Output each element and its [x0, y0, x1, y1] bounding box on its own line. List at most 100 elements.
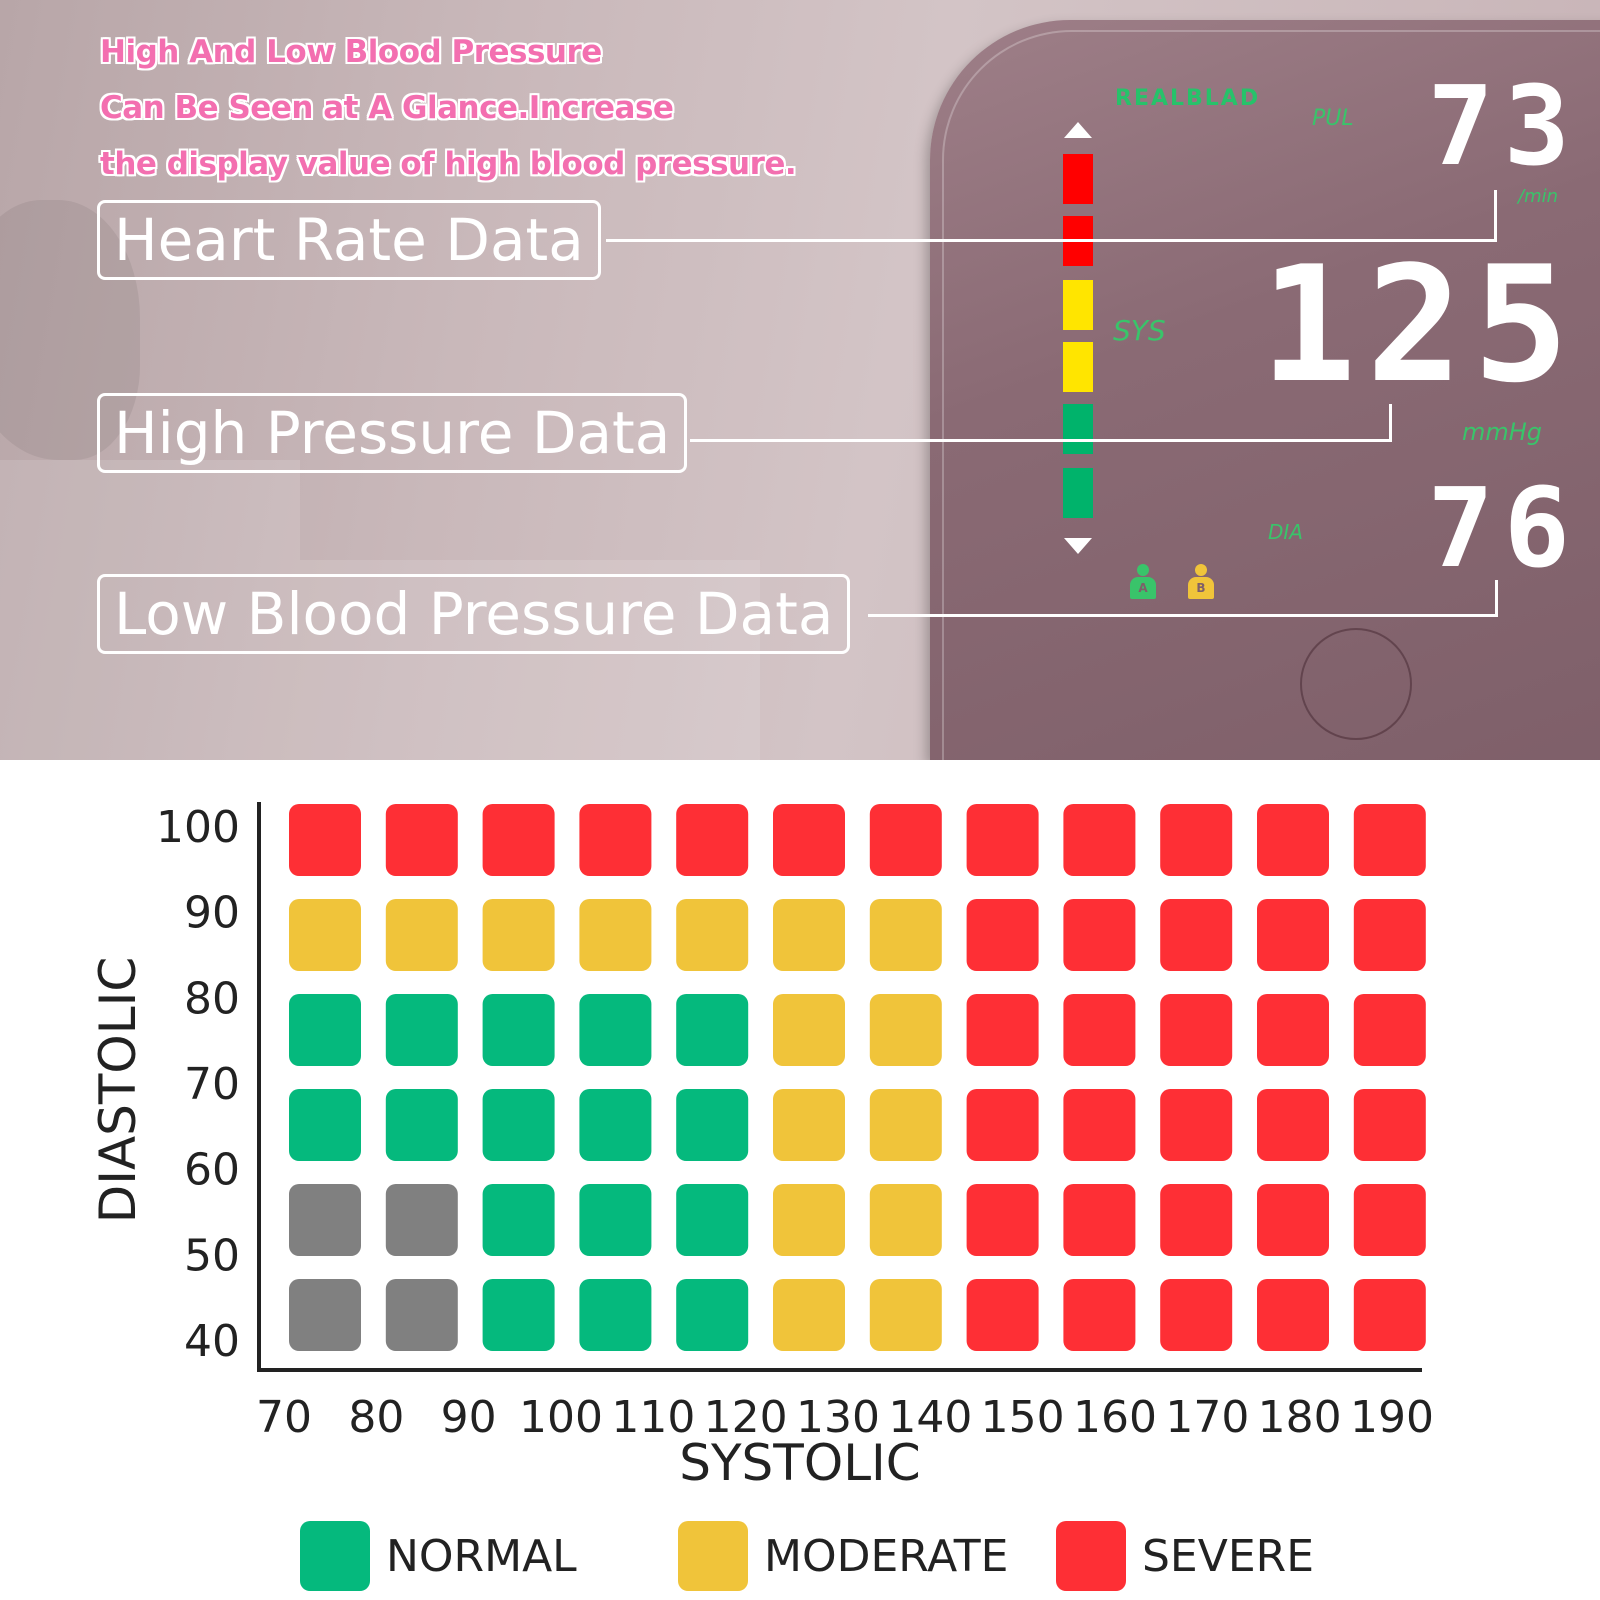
legend-swatch-normal: [300, 1521, 370, 1591]
heatmap-cell-normal: [482, 1089, 555, 1161]
pul-label: PUL: [1312, 106, 1354, 131]
x-tick-label: 160: [1073, 1392, 1157, 1443]
heatmap-cell-severe: [482, 804, 555, 876]
high-pressure-leader-line-vertical: [1389, 404, 1392, 442]
low-pressure-leader-line-vertical: [1495, 580, 1498, 617]
legend-label-severe: SEVERE: [1142, 1531, 1314, 1582]
indicator-segment: [1063, 280, 1093, 330]
heatmap-cell-moderate: [773, 1089, 845, 1161]
x-tick-label: 70: [256, 1392, 312, 1443]
user-b-label: B: [1188, 577, 1214, 599]
x-tick-label: 120: [704, 1392, 788, 1443]
chart-cells: [289, 804, 1426, 1351]
heatmap-cell-moderate: [869, 1089, 942, 1161]
x-tick-label: 110: [611, 1392, 695, 1443]
power-button[interactable]: [1300, 628, 1412, 740]
heatmap-cell-severe: [1257, 899, 1329, 971]
y-tick-label: 40: [184, 1316, 240, 1367]
legend-label-moderate: MODERATE: [764, 1531, 1008, 1582]
room-window-decoration: [0, 460, 300, 760]
heatmap-cell-normal: [676, 994, 749, 1066]
dia-label: DIA: [1268, 520, 1303, 544]
heatmap-cell-normal: [385, 994, 458, 1066]
high-pressure-callout: High Pressure Data: [97, 393, 688, 473]
heatmap-cell-severe: [1353, 1089, 1426, 1161]
arrow-up-icon: [1064, 122, 1092, 138]
heatmap-cell-low: [385, 1279, 458, 1351]
arrow-down-icon: [1064, 538, 1092, 554]
heatmap-cell-normal: [385, 1089, 458, 1161]
indicator-segment: [1063, 342, 1093, 392]
heatmap-cell-normal: [579, 1279, 652, 1351]
room-sofa-decoration: [300, 560, 760, 760]
chart-legend: NORMAL MODERATE SEVERE: [300, 1521, 1314, 1591]
heatmap-cell-moderate: [773, 994, 845, 1066]
heatmap-cell-severe: [1160, 994, 1233, 1066]
y-tick-label: 70: [184, 1059, 240, 1110]
y-tick-label: 50: [184, 1230, 240, 1281]
heatmap-cell-normal: [676, 1089, 749, 1161]
heatmap-cell-low: [289, 1184, 361, 1256]
headline-line-3: the display value of high blood pressure…: [100, 146, 797, 182]
heatmap-cell-severe: [1063, 899, 1136, 971]
indicator-segment: [1063, 468, 1093, 518]
x-tick-labels: 70 80 90 100 110 120 130 140 150 160 170 180 190: [256, 1392, 1434, 1443]
heatmap-cell-severe: [1063, 994, 1136, 1066]
user-a-icon: A: [1128, 564, 1158, 600]
banner-headline: High And Low Blood Pressure Can Be Seen …: [100, 24, 797, 192]
legend-label-normal: NORMAL: [386, 1531, 577, 1582]
heatmap-cell-normal: [676, 1184, 749, 1256]
y-axis-title: DIASTOLIC: [89, 957, 147, 1224]
heatmap-cell-normal: [289, 994, 361, 1066]
heatmap-cell-severe: [1257, 994, 1329, 1066]
heatmap-cell-severe: [966, 1089, 1039, 1161]
heatmap-cell-moderate: [579, 899, 652, 971]
heatmap-cell-normal: [579, 994, 652, 1066]
legend-swatch-moderate: [678, 1521, 748, 1591]
heatmap-cell-normal: [482, 1184, 555, 1256]
heatmap-cell-normal: [289, 1089, 361, 1161]
user-b-icon: B: [1186, 564, 1216, 600]
heatmap-cell-moderate: [773, 1184, 845, 1256]
heatmap-cell-severe: [1063, 1184, 1136, 1256]
heatmap-cell-severe: [1160, 804, 1233, 876]
heart-rate-callout: Heart Rate Data: [97, 200, 601, 280]
heatmap-cell-moderate: [773, 1279, 845, 1351]
heatmap-cell-severe: [1353, 1184, 1426, 1256]
x-tick-label: 170: [1165, 1392, 1249, 1443]
heatmap-cell-severe: [1063, 1089, 1136, 1161]
heatmap-cell-severe: [966, 804, 1039, 876]
x-tick-label: 100: [519, 1392, 603, 1443]
indicator-segment: [1063, 154, 1093, 204]
heatmap-cell-severe: [773, 804, 845, 876]
heart-rate-leader-line-vertical: [1494, 190, 1497, 242]
heatmap-cell-severe: [676, 804, 749, 876]
systolic-value: 125: [1260, 231, 1579, 418]
heatmap-cell-moderate: [676, 899, 749, 971]
product-banner: High And Low Blood Pressure Can Be Seen …: [0, 0, 1600, 760]
pulse-value: 73: [1427, 62, 1580, 190]
heatmap-cell-normal: [676, 1279, 749, 1351]
heatmap-cell-severe: [1160, 1089, 1233, 1161]
heatmap-cell-severe: [1063, 1279, 1136, 1351]
y-tick-label: 100: [156, 802, 240, 853]
heatmap-cell-normal: [482, 994, 555, 1066]
heatmap-cell-normal: [579, 1089, 652, 1161]
heatmap-cell-moderate: [482, 899, 555, 971]
heatmap-cell-severe: [1160, 1184, 1233, 1256]
pul-unit: /min: [1518, 186, 1559, 207]
heatmap-cell-severe: [1257, 1089, 1329, 1161]
diastolic-value: 76: [1427, 464, 1580, 592]
heatmap-cell-moderate: [869, 899, 942, 971]
heatmap-cell-normal: [579, 1184, 652, 1256]
low-pressure-callout: Low Blood Pressure Data: [97, 574, 851, 654]
heatmap-cell-low: [385, 1184, 458, 1256]
heatmap-cell-severe: [966, 994, 1039, 1066]
heatmap-cell-normal: [482, 1279, 555, 1351]
heatmap-cell-severe: [966, 899, 1039, 971]
brand-logo: REALBLAD: [1115, 86, 1261, 111]
heatmap-cell-moderate: [773, 899, 845, 971]
sys-label: SYS: [1113, 314, 1166, 347]
y-tick-label: 80: [184, 973, 240, 1024]
headline-line-1: High And Low Blood Pressure: [100, 34, 602, 70]
